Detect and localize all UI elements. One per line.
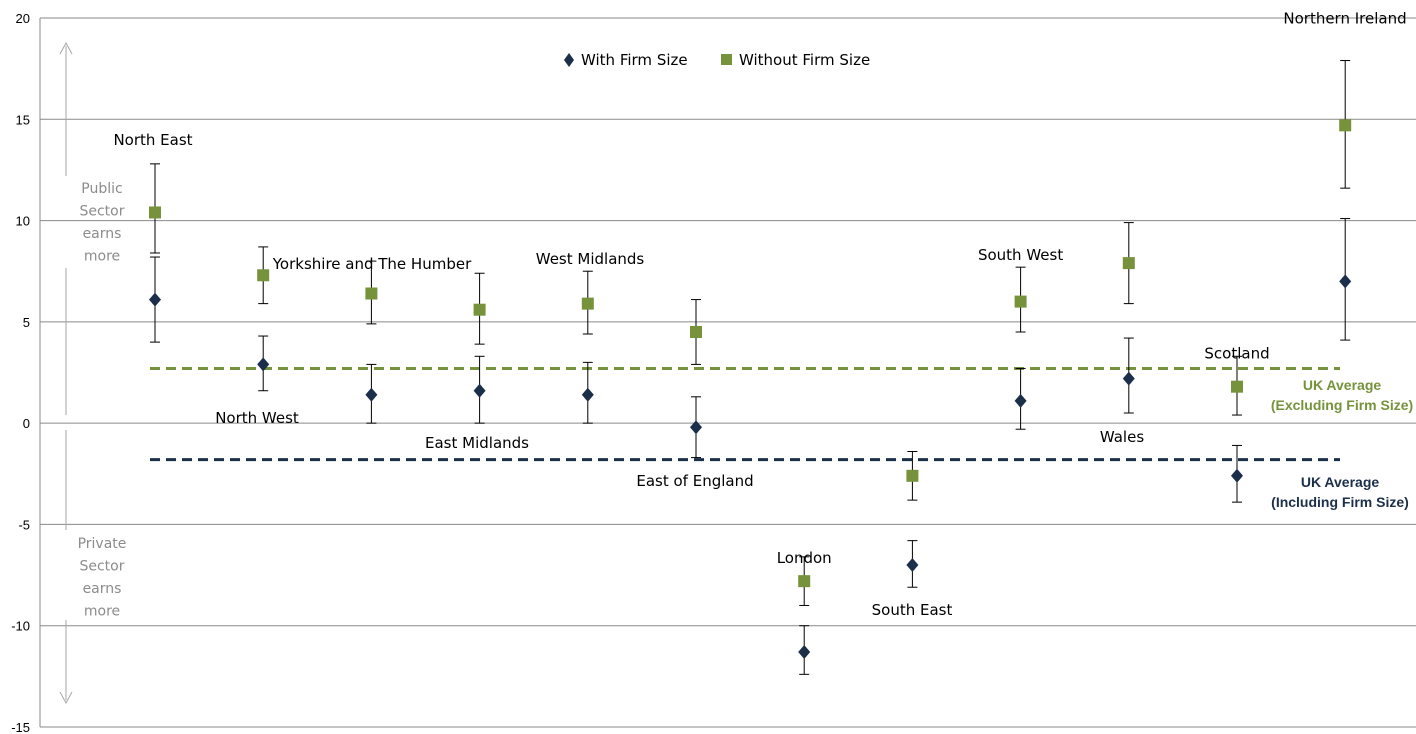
arrow-up-head (59, 41, 73, 55)
private-sector-note: earns (83, 581, 122, 597)
uk-average-label: (Excluding Firm Size) (1271, 397, 1413, 413)
public-sector-note: Sector (79, 204, 124, 220)
data-point-without-firm-size (473, 303, 486, 316)
data-point-without-firm-size (906, 469, 919, 482)
region-label: East Midlands (425, 434, 529, 452)
data-point-without-firm-size (1014, 295, 1027, 308)
y-tick-label: 10 (16, 214, 30, 229)
legend-marker-without-firm-size (721, 54, 732, 65)
legend-label-with-firm-size: With Firm Size (581, 51, 688, 69)
private-sector-note: more (84, 604, 120, 620)
y-tick-label: 5 (23, 315, 30, 330)
legend-label-without-firm-size: Without Firm Size (739, 51, 870, 69)
data-point-without-firm-size (149, 206, 161, 219)
data-point-without-firm-size (1122, 257, 1135, 270)
uk-average-label: UK Average (1303, 377, 1382, 393)
y-tick-label: 0 (23, 416, 30, 431)
y-tick-label: -10 (11, 619, 30, 634)
data-point-with-firm-size (798, 645, 811, 660)
y-tick-label: -15 (11, 720, 30, 734)
data-point-without-firm-size (1339, 119, 1352, 132)
data-point-without-firm-size (257, 269, 270, 282)
data-point-with-firm-size (473, 383, 486, 398)
data-point-with-firm-size (1122, 371, 1135, 386)
region-label: West Midlands (536, 250, 645, 268)
region-label: Yorkshire and The Humber (272, 255, 472, 273)
data-point-without-firm-size (690, 325, 702, 338)
data-point-with-firm-size (149, 292, 161, 307)
legend-marker-with-firm-size (564, 53, 574, 67)
data-point-with-firm-size (906, 557, 919, 572)
data-point-with-firm-size (1014, 393, 1027, 408)
data-point-with-firm-size (257, 357, 270, 372)
y-tick-label: 20 (16, 11, 30, 26)
data-point-with-firm-size (1339, 274, 1352, 289)
region-label: South East (872, 601, 953, 619)
legend: With Firm Size Without Firm Size (564, 51, 870, 69)
y-tick-label: 15 (16, 112, 30, 127)
public-sector-note: more (84, 249, 120, 265)
uk-average-label: UK Average (1301, 474, 1380, 490)
y-tick-label: -5 (18, 517, 30, 532)
region-label: North East (113, 131, 192, 149)
data-point-without-firm-size (798, 575, 811, 588)
region-label: Scotland (1204, 344, 1269, 362)
region-label: Northern Ireland (1283, 10, 1406, 28)
private-sector-note: Private (78, 536, 127, 552)
data-point-without-firm-size (581, 297, 594, 310)
data-point-with-firm-size (365, 387, 378, 402)
private-sector-note: Sector (79, 559, 124, 575)
region-label: South West (978, 246, 1063, 264)
uk-average-label: (Including Firm Size) (1271, 494, 1409, 510)
data-point-with-firm-size (1231, 468, 1243, 483)
region-label: Wales (1100, 428, 1144, 446)
data-point-with-firm-size (581, 387, 594, 402)
region-label: London (777, 549, 832, 567)
data-point-without-firm-size (365, 287, 378, 300)
public-sector-note: Public (81, 181, 122, 197)
data-point-with-firm-size (690, 420, 702, 435)
arrow-down-head (59, 691, 73, 705)
public-sector-note: earns (83, 226, 122, 242)
region-label: East of England (636, 472, 753, 490)
region-label: North West (215, 409, 299, 427)
data-point-without-firm-size (1231, 380, 1243, 393)
